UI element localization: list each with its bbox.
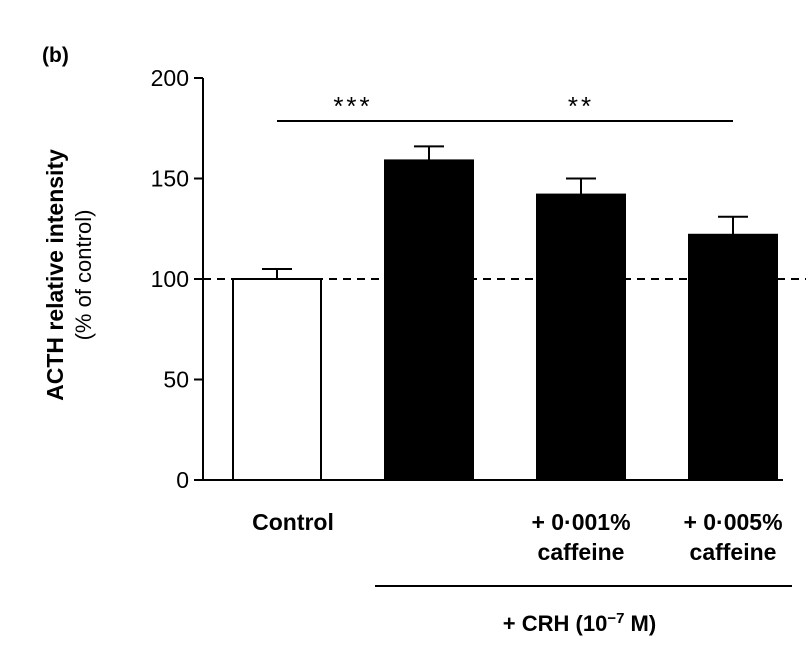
bar-3 — [688, 233, 778, 481]
y-axis-title: ACTH relative intensity (% of control) — [42, 149, 96, 401]
y-tick-label-4: 200 — [151, 65, 189, 91]
y-tick-label-0: 0 — [176, 467, 189, 493]
x-category-label-2-0: + 0·001% — [531, 509, 630, 535]
x-category-label-3-1: caffeine — [690, 539, 777, 565]
y-tick-label-1: 50 — [163, 367, 189, 393]
group-label: + CRH (10−7 M) — [503, 610, 656, 637]
y-tick-label-3: 150 — [151, 166, 189, 192]
x-category-label-0-0: Control — [252, 509, 334, 535]
x-category-label-3-0: + 0·005% — [683, 509, 782, 535]
significance-label-1: ** — [568, 91, 594, 121]
significance-label-0: *** — [333, 91, 372, 121]
bar-0 — [232, 278, 322, 481]
y-axis-label: ACTH relative intensity — [42, 149, 68, 401]
panel-label: (b) — [42, 44, 69, 67]
y-axis-sublabel: (% of control) — [71, 210, 96, 341]
y-tick-label-2: 100 — [151, 266, 189, 292]
bar-1 — [384, 159, 474, 481]
x-category-label-2-1: caffeine — [538, 539, 625, 565]
bar-2 — [536, 193, 626, 482]
